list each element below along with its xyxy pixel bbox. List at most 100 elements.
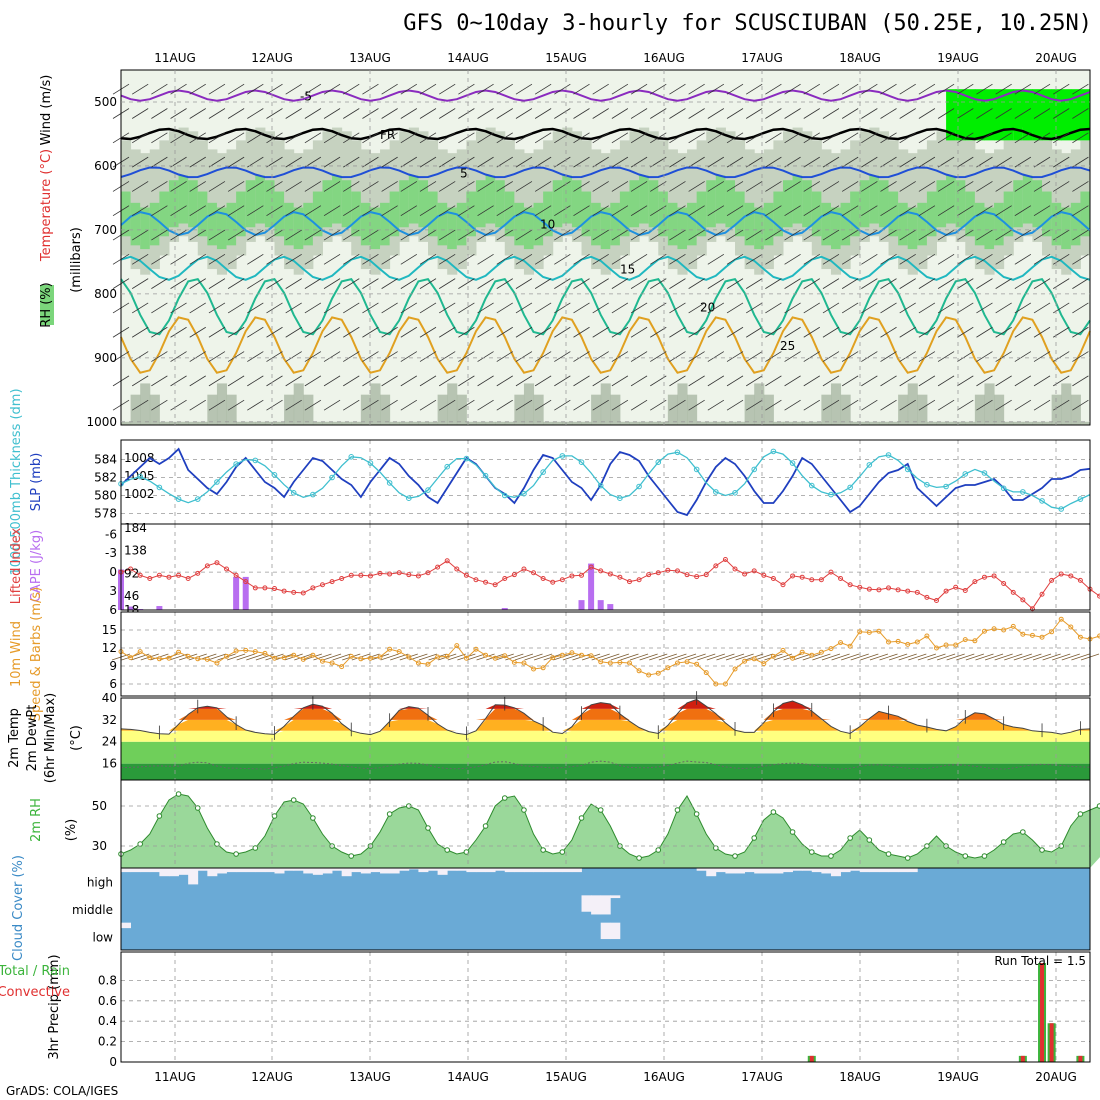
wind-barb	[880, 278, 897, 289]
wind-barb	[362, 205, 379, 217]
temp-band	[121, 699, 1090, 709]
rh-band-green	[984, 207, 995, 250]
wind-barb	[630, 132, 648, 144]
lifted-index-point	[828, 569, 834, 575]
wind-barb	[419, 351, 437, 362]
wind10-point	[483, 652, 489, 658]
wind-barb	[861, 83, 878, 95]
wind10-point	[454, 643, 460, 649]
isotherm-label: 25	[780, 339, 795, 353]
wind-barb	[707, 83, 725, 95]
rh2m-unit-label: (%)	[64, 819, 79, 842]
wind-barb	[1014, 229, 1032, 241]
wind-barb	[918, 132, 936, 144]
wind-barb	[323, 278, 341, 289]
wind-barb	[688, 156, 705, 168]
wind-barb	[726, 229, 744, 241]
wind-barb	[1072, 302, 1089, 314]
rh-band-green	[648, 180, 659, 228]
wind-barb	[976, 253, 993, 265]
cloud-cell	[878, 868, 889, 873]
wind-barb	[534, 375, 552, 387]
cloud-cell	[264, 868, 275, 873]
wind-barb	[554, 205, 571, 217]
wind-barb	[995, 399, 1012, 411]
wind-barb	[573, 253, 590, 265]
rh-band-green	[293, 207, 304, 250]
wind-barb	[765, 108, 782, 119]
rh-band-low	[850, 421, 861, 425]
wind-barb	[611, 351, 629, 362]
rh-band-green	[1080, 191, 1091, 237]
wind-barb	[362, 108, 379, 119]
wind-barb	[841, 83, 859, 95]
wind-barb	[170, 108, 187, 119]
wind10-point	[809, 652, 815, 658]
rh-band-low	[1032, 421, 1043, 425]
wind-barb	[362, 83, 379, 95]
cloud-cell	[475, 868, 486, 873]
wind-barb	[554, 83, 571, 95]
wind-barb	[343, 229, 360, 241]
wind-barb	[304, 399, 322, 411]
lifted-index-point	[751, 568, 757, 574]
rh-band-low	[792, 421, 803, 425]
wind-barb	[131, 302, 149, 314]
rh-band-green	[811, 191, 822, 237]
wind10-barb	[265, 653, 284, 661]
lifted-index-point	[674, 568, 680, 574]
wind-barb	[515, 156, 533, 168]
wind10-point	[665, 665, 671, 671]
lifted-index-point	[415, 573, 421, 579]
wind-barb	[438, 156, 456, 168]
wind-barb	[937, 278, 955, 289]
wind10-point	[147, 655, 153, 661]
wind-barb	[343, 156, 360, 168]
wind10-point	[770, 653, 776, 659]
wind-barb	[611, 278, 629, 289]
wind-barb	[573, 326, 590, 338]
isotherm-line	[120, 166, 1091, 179]
rh2m-point	[271, 813, 278, 819]
y-tick-label: 184	[124, 521, 147, 535]
wind-barb	[381, 132, 398, 144]
wind10-barb	[1061, 653, 1080, 661]
lifted-index-point	[770, 575, 776, 581]
cloud-cell	[178, 868, 189, 875]
rh-band-bright	[1022, 89, 1033, 141]
wind-barb	[918, 326, 936, 338]
wind10-frame	[120, 611, 1091, 697]
thickness-point	[156, 484, 163, 491]
wind-barb	[899, 326, 916, 338]
wind-barb	[131, 351, 149, 362]
isotherm-label: 10	[540, 218, 555, 232]
wind-barb	[880, 181, 897, 192]
rh-band-low	[600, 383, 611, 425]
wind-barb	[822, 181, 840, 192]
lifted-index-point	[387, 571, 393, 577]
wind-barb	[726, 108, 744, 119]
wind-barb	[496, 181, 513, 192]
wind-barb	[995, 205, 1012, 217]
wind-barb	[861, 302, 878, 314]
wind-barb	[592, 253, 609, 265]
wind-barb	[419, 83, 437, 95]
wind-barb	[189, 253, 206, 265]
wind-barb	[899, 132, 916, 144]
lifted-index-point	[780, 582, 786, 588]
wind-barb	[170, 181, 187, 192]
thickness-point	[252, 457, 259, 464]
wind-barb	[669, 326, 686, 338]
lifted-index-point	[866, 586, 872, 592]
wind-barb	[534, 229, 552, 241]
wind-barb	[266, 229, 283, 241]
wind-barb	[803, 132, 820, 144]
wind-barb	[227, 205, 245, 217]
wind-barb	[1014, 83, 1032, 95]
cape-bar	[233, 576, 240, 610]
wind-barb	[304, 83, 322, 95]
wind-barb	[189, 205, 206, 217]
rh-band-green	[360, 202, 371, 246]
wind-barb	[957, 351, 974, 362]
wind-barb	[1033, 253, 1051, 265]
